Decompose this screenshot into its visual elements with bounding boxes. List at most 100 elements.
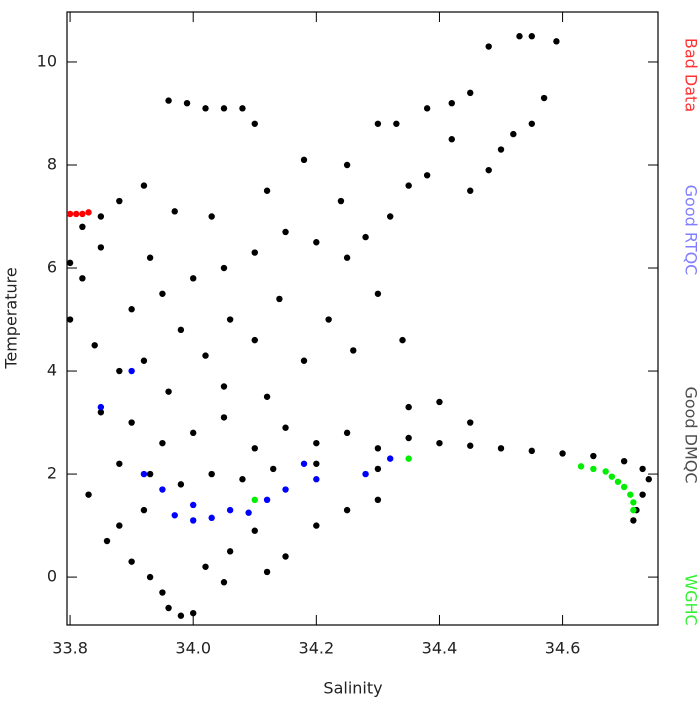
point [159,486,165,492]
point [362,234,368,240]
point [98,244,104,250]
point [159,589,165,595]
point [252,445,258,451]
point [529,448,535,454]
point [276,296,282,302]
point [516,33,522,39]
point [116,461,122,467]
point [165,97,171,103]
point [313,522,319,528]
point [467,419,473,425]
point [424,172,430,178]
point [375,466,381,472]
point [208,213,214,219]
point [313,461,319,467]
point [141,358,147,364]
point [436,399,442,405]
point [116,368,122,374]
point [301,157,307,163]
point [313,440,319,446]
point [282,486,288,492]
point [282,425,288,431]
point [498,146,504,152]
point [646,476,652,482]
point [252,249,258,255]
point [498,445,504,451]
point [190,430,196,436]
x-tick-label: 33.8 [52,639,88,658]
point [128,558,134,564]
point [252,497,258,503]
point [190,517,196,523]
point [559,450,565,456]
point [590,466,596,472]
point [128,306,134,312]
y-tick-label: 0 [47,567,57,586]
point [264,497,270,503]
point [344,255,350,261]
point [264,394,270,400]
point [467,188,473,194]
point [375,497,381,503]
point [67,260,73,266]
plot-frame [67,12,658,625]
point [344,507,350,513]
point [252,121,258,127]
point [301,358,307,364]
x-tick-label: 34.4 [422,639,458,658]
point [282,229,288,235]
point [98,213,104,219]
point [621,458,627,464]
point [313,239,319,245]
y-tick-label: 10 [37,51,57,70]
point [141,182,147,188]
point [510,131,516,137]
point [338,198,344,204]
point [627,491,633,497]
point [98,404,104,410]
y-tick-label: 4 [47,361,57,380]
legend-entry: Bad Data [682,38,700,112]
y-tick-label: 2 [47,464,57,483]
y-tick-label: 8 [47,154,57,173]
point [486,43,492,49]
x-tick-label: 34.0 [175,639,211,658]
point [147,471,153,477]
point [202,352,208,358]
point [602,468,608,474]
point [436,440,442,446]
point [147,574,153,580]
point [630,507,636,513]
point [630,499,636,505]
point [270,466,276,472]
x-tick-label: 34.2 [299,639,335,658]
point [159,440,165,446]
point [541,95,547,101]
point [239,105,245,111]
point [208,471,214,477]
point [449,136,455,142]
legend-entry: Good DMQC [682,386,700,483]
point [239,476,245,482]
point [301,461,307,467]
point [449,100,455,106]
point [405,455,411,461]
point [79,224,85,230]
point [393,121,399,127]
point [202,105,208,111]
point [529,33,535,39]
point [405,435,411,441]
point [615,479,621,485]
point [282,553,288,559]
point [208,515,214,521]
point [165,605,171,611]
x-axis-label: Salinity [323,679,382,698]
point [553,38,559,44]
point [190,275,196,281]
point [221,105,227,111]
point [245,510,251,516]
point [165,388,171,394]
point [350,347,356,353]
